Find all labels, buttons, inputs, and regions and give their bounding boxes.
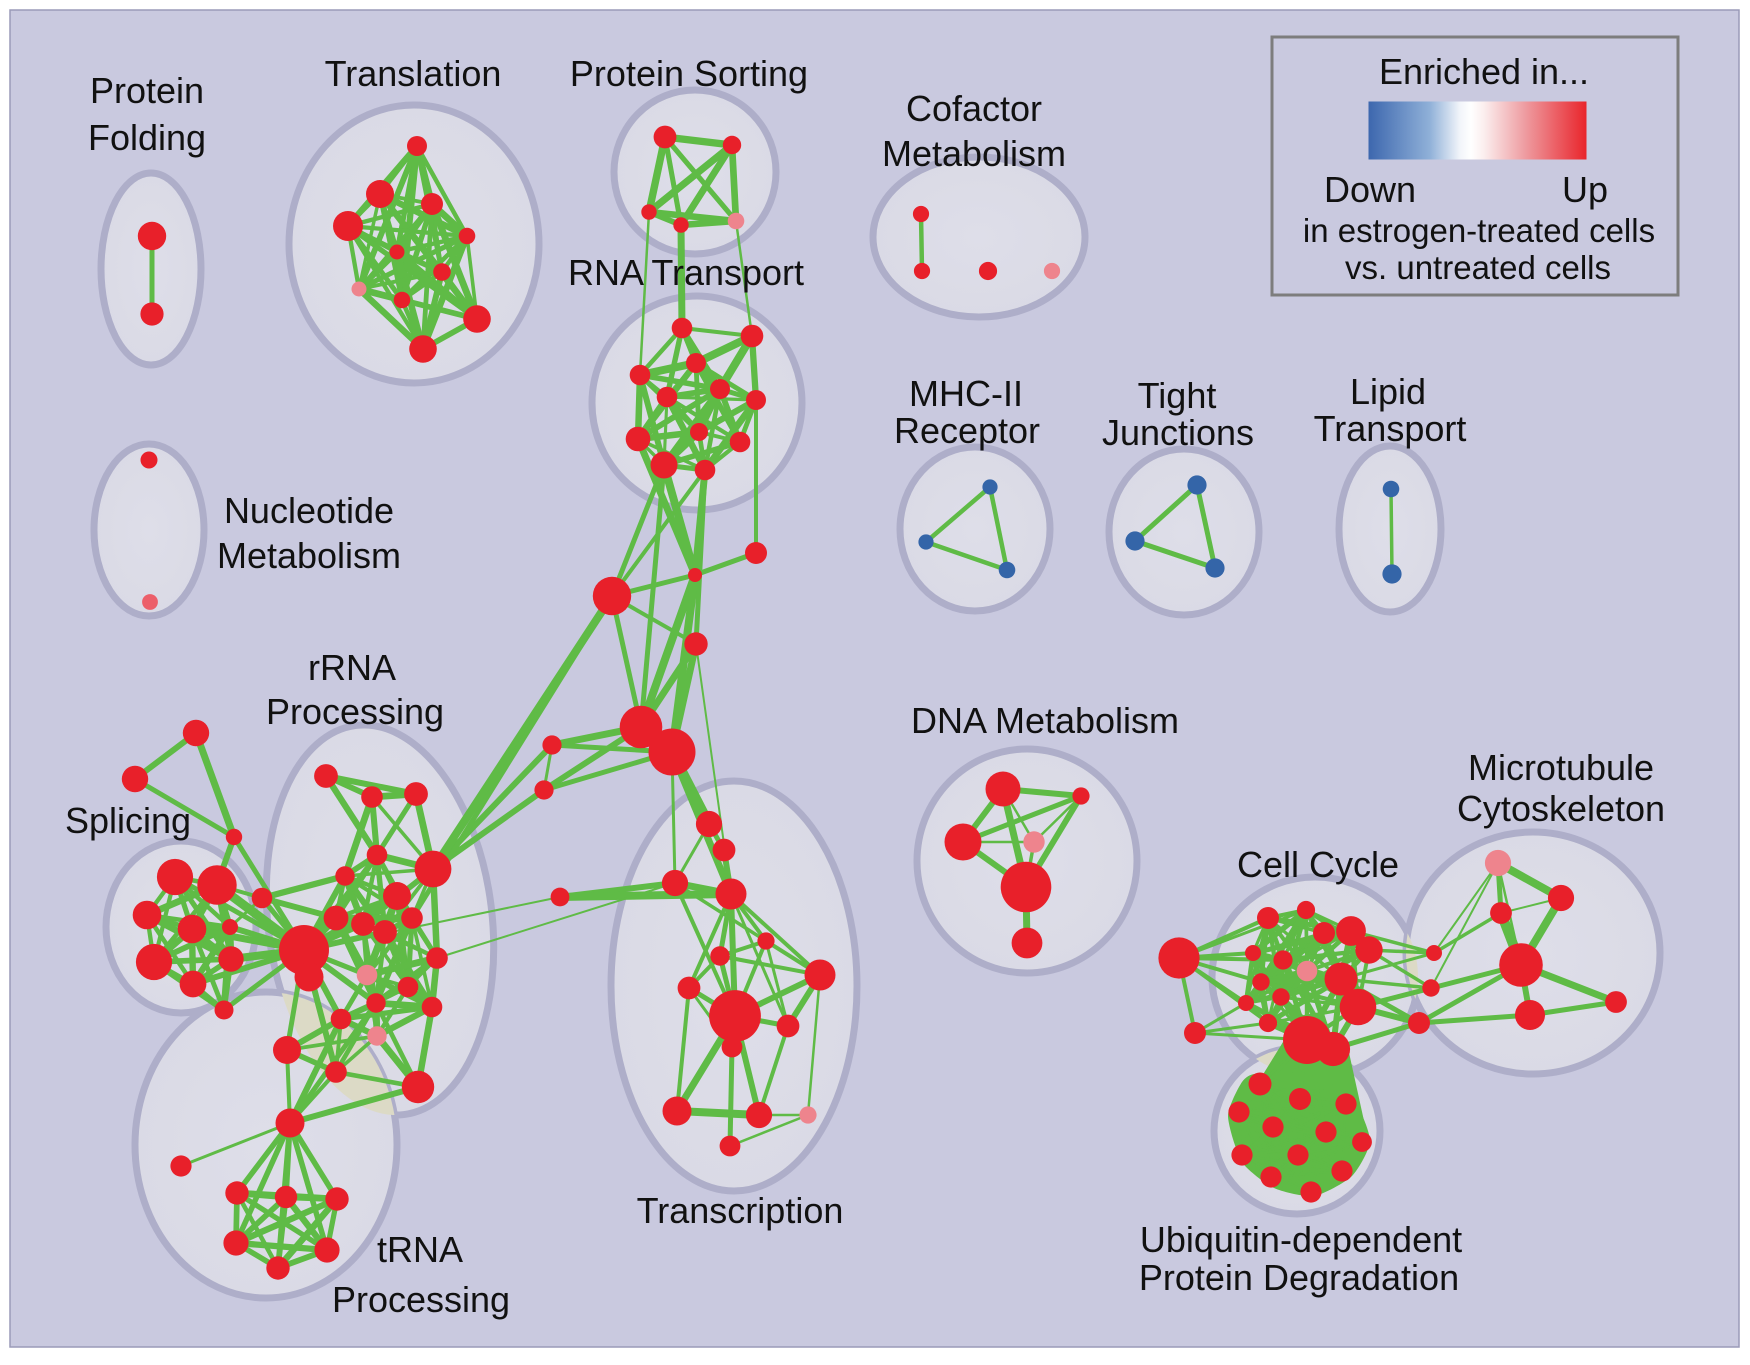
svg-text:in estrogen-treated cells: in estrogen-treated cells: [1303, 212, 1655, 249]
svg-text:Protein Degradation: Protein Degradation: [1139, 1257, 1459, 1298]
svg-text:Cofactor: Cofactor: [906, 88, 1042, 129]
svg-text:Folding: Folding: [88, 117, 206, 158]
svg-text:Transport: Transport: [1314, 408, 1467, 449]
svg-text:Tight: Tight: [1138, 375, 1217, 416]
svg-text:MHC-II: MHC-II: [909, 373, 1023, 414]
svg-text:Protein: Protein: [90, 70, 204, 111]
svg-text:Down: Down: [1324, 169, 1416, 210]
svg-text:Protein Sorting: Protein Sorting: [570, 53, 808, 94]
svg-text:Up: Up: [1562, 169, 1608, 210]
svg-text:RNA Transport: RNA Transport: [568, 252, 804, 293]
svg-text:DNA Metabolism: DNA Metabolism: [911, 700, 1179, 741]
svg-text:Junctions: Junctions: [1102, 412, 1254, 453]
svg-text:Microtubule: Microtubule: [1468, 747, 1654, 788]
svg-text:vs. untreated cells: vs. untreated cells: [1345, 249, 1611, 286]
svg-text:Cytoskeleton: Cytoskeleton: [1457, 788, 1665, 829]
svg-text:Cell Cycle: Cell Cycle: [1237, 844, 1399, 885]
svg-text:Processing: Processing: [332, 1279, 510, 1320]
svg-text:Translation: Translation: [325, 53, 502, 94]
svg-text:Ubiquitin-dependent: Ubiquitin-dependent: [1140, 1219, 1462, 1260]
svg-text:Transcription: Transcription: [637, 1190, 844, 1231]
svg-text:Enriched in...: Enriched in...: [1379, 51, 1589, 92]
svg-text:tRNA: tRNA: [377, 1229, 463, 1270]
svg-text:Metabolism: Metabolism: [217, 535, 401, 576]
svg-text:Metabolism: Metabolism: [882, 133, 1066, 174]
svg-text:Splicing: Splicing: [65, 800, 191, 841]
svg-text:Lipid: Lipid: [1350, 371, 1426, 412]
svg-text:Nucleotide: Nucleotide: [224, 490, 394, 531]
svg-text:Processing: Processing: [266, 691, 444, 732]
svg-text:Receptor: Receptor: [894, 410, 1040, 451]
svg-text:rRNA: rRNA: [308, 647, 396, 688]
